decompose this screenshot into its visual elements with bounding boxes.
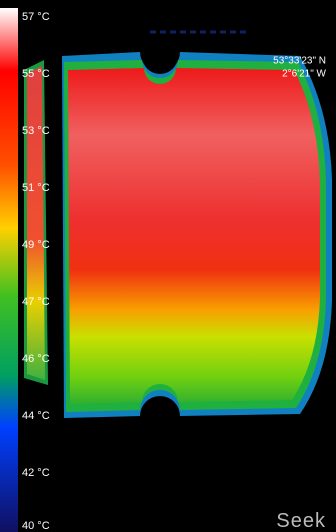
latitude: 53°33'23" N (273, 56, 326, 67)
scale-label: 47 °C (22, 296, 50, 308)
scale-label: 51 °C (22, 182, 50, 194)
bottom-notch (144, 399, 176, 431)
page: 57 °C 55 °C 53 °C 51 °C 49 °C 47 °C 46 °C 44 °C… (0, 0, 336, 532)
scale-label: 46 °C (22, 353, 50, 365)
longitude: 2°6'21" W (282, 69, 326, 80)
scale-label: 42 °C (22, 467, 50, 479)
thermal-view: 57 °C 55 °C 53 °C 51 °C 49 °C 47 °C 46 °C 44 °C… (0, 0, 336, 532)
side-strip (27, 66, 45, 380)
brand-logo: Seek (276, 510, 326, 532)
scale-label: 40 °C (22, 520, 50, 532)
scale-label: 57 °C (22, 11, 50, 23)
top-notch (142, 38, 178, 74)
scale-label: 44 °C (22, 410, 50, 422)
color-scale-bar (0, 8, 18, 532)
scale-label: 55 °C (22, 68, 50, 80)
object-heat (68, 68, 320, 404)
scale-label: 53 °C (22, 125, 50, 137)
scale-label: 49 °C (22, 239, 50, 251)
